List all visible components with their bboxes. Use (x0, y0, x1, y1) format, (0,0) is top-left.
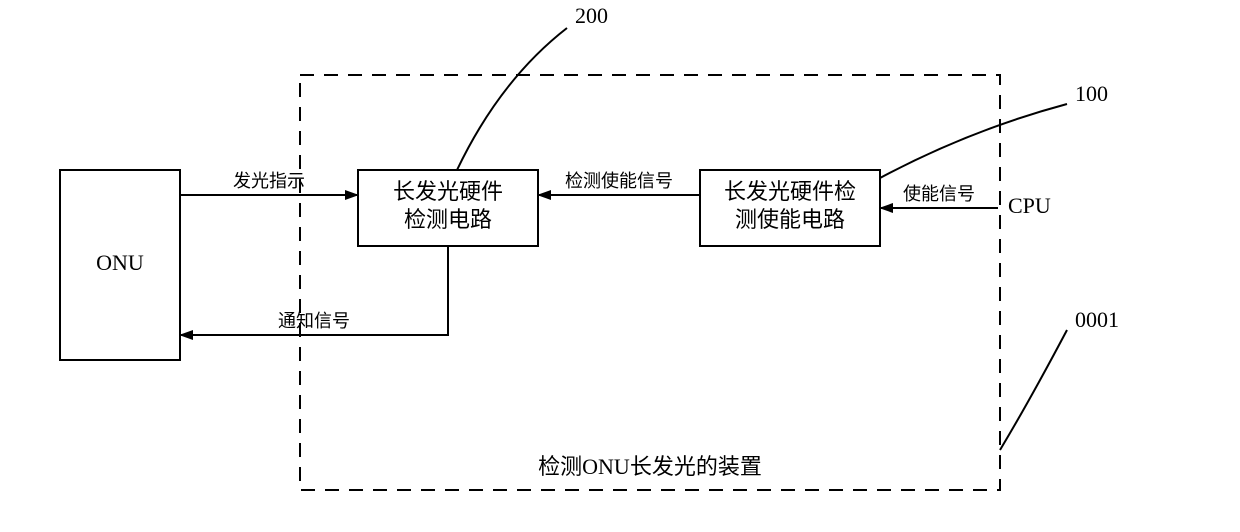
edge-enable-label: 使能信号 (903, 184, 975, 204)
device-container-caption: 检测ONU长发光的装置 (538, 454, 762, 479)
svg-text:0001: 0001 (1075, 307, 1119, 332)
detection-circuit-line2: 检测电路 (404, 207, 492, 232)
edge-emit-indication: 发光指示 (180, 171, 358, 195)
onu-label: ONU (96, 250, 144, 275)
detection-circuit-line1: 长发光硬件 (393, 179, 503, 204)
diagram-root: 检测ONU长发光的装置 ONU 长发光硬件 检测电路 长发光硬件检 测使能电路 … (0, 0, 1240, 532)
svg-text:100: 100 (1075, 81, 1108, 106)
device-container (300, 75, 1000, 490)
cpu-label: CPU (1008, 193, 1051, 218)
edge-enable-signal: 使能信号 (880, 184, 998, 208)
callout-100: 100 (880, 81, 1108, 178)
enable-circuit-block: 长发光硬件检 测使能电路 (700, 170, 880, 246)
callout-0001: 0001 (1000, 307, 1119, 450)
edge-notify-signal: 通知信号 (180, 246, 448, 335)
callout-200: 200 (457, 3, 608, 170)
edge-notify-label: 通知信号 (278, 311, 350, 331)
edge-detect-enable-signal: 检测使能信号 (538, 171, 700, 195)
detection-circuit-block: 长发光硬件 检测电路 (358, 170, 538, 246)
onu-block: ONU (60, 170, 180, 360)
svg-text:200: 200 (575, 3, 608, 28)
enable-circuit-line1: 长发光硬件检 (724, 179, 856, 204)
edge-emit-label: 发光指示 (233, 171, 305, 191)
enable-circuit-line2: 测使能电路 (735, 207, 845, 232)
edge-detect-enable-label: 检测使能信号 (565, 171, 673, 191)
